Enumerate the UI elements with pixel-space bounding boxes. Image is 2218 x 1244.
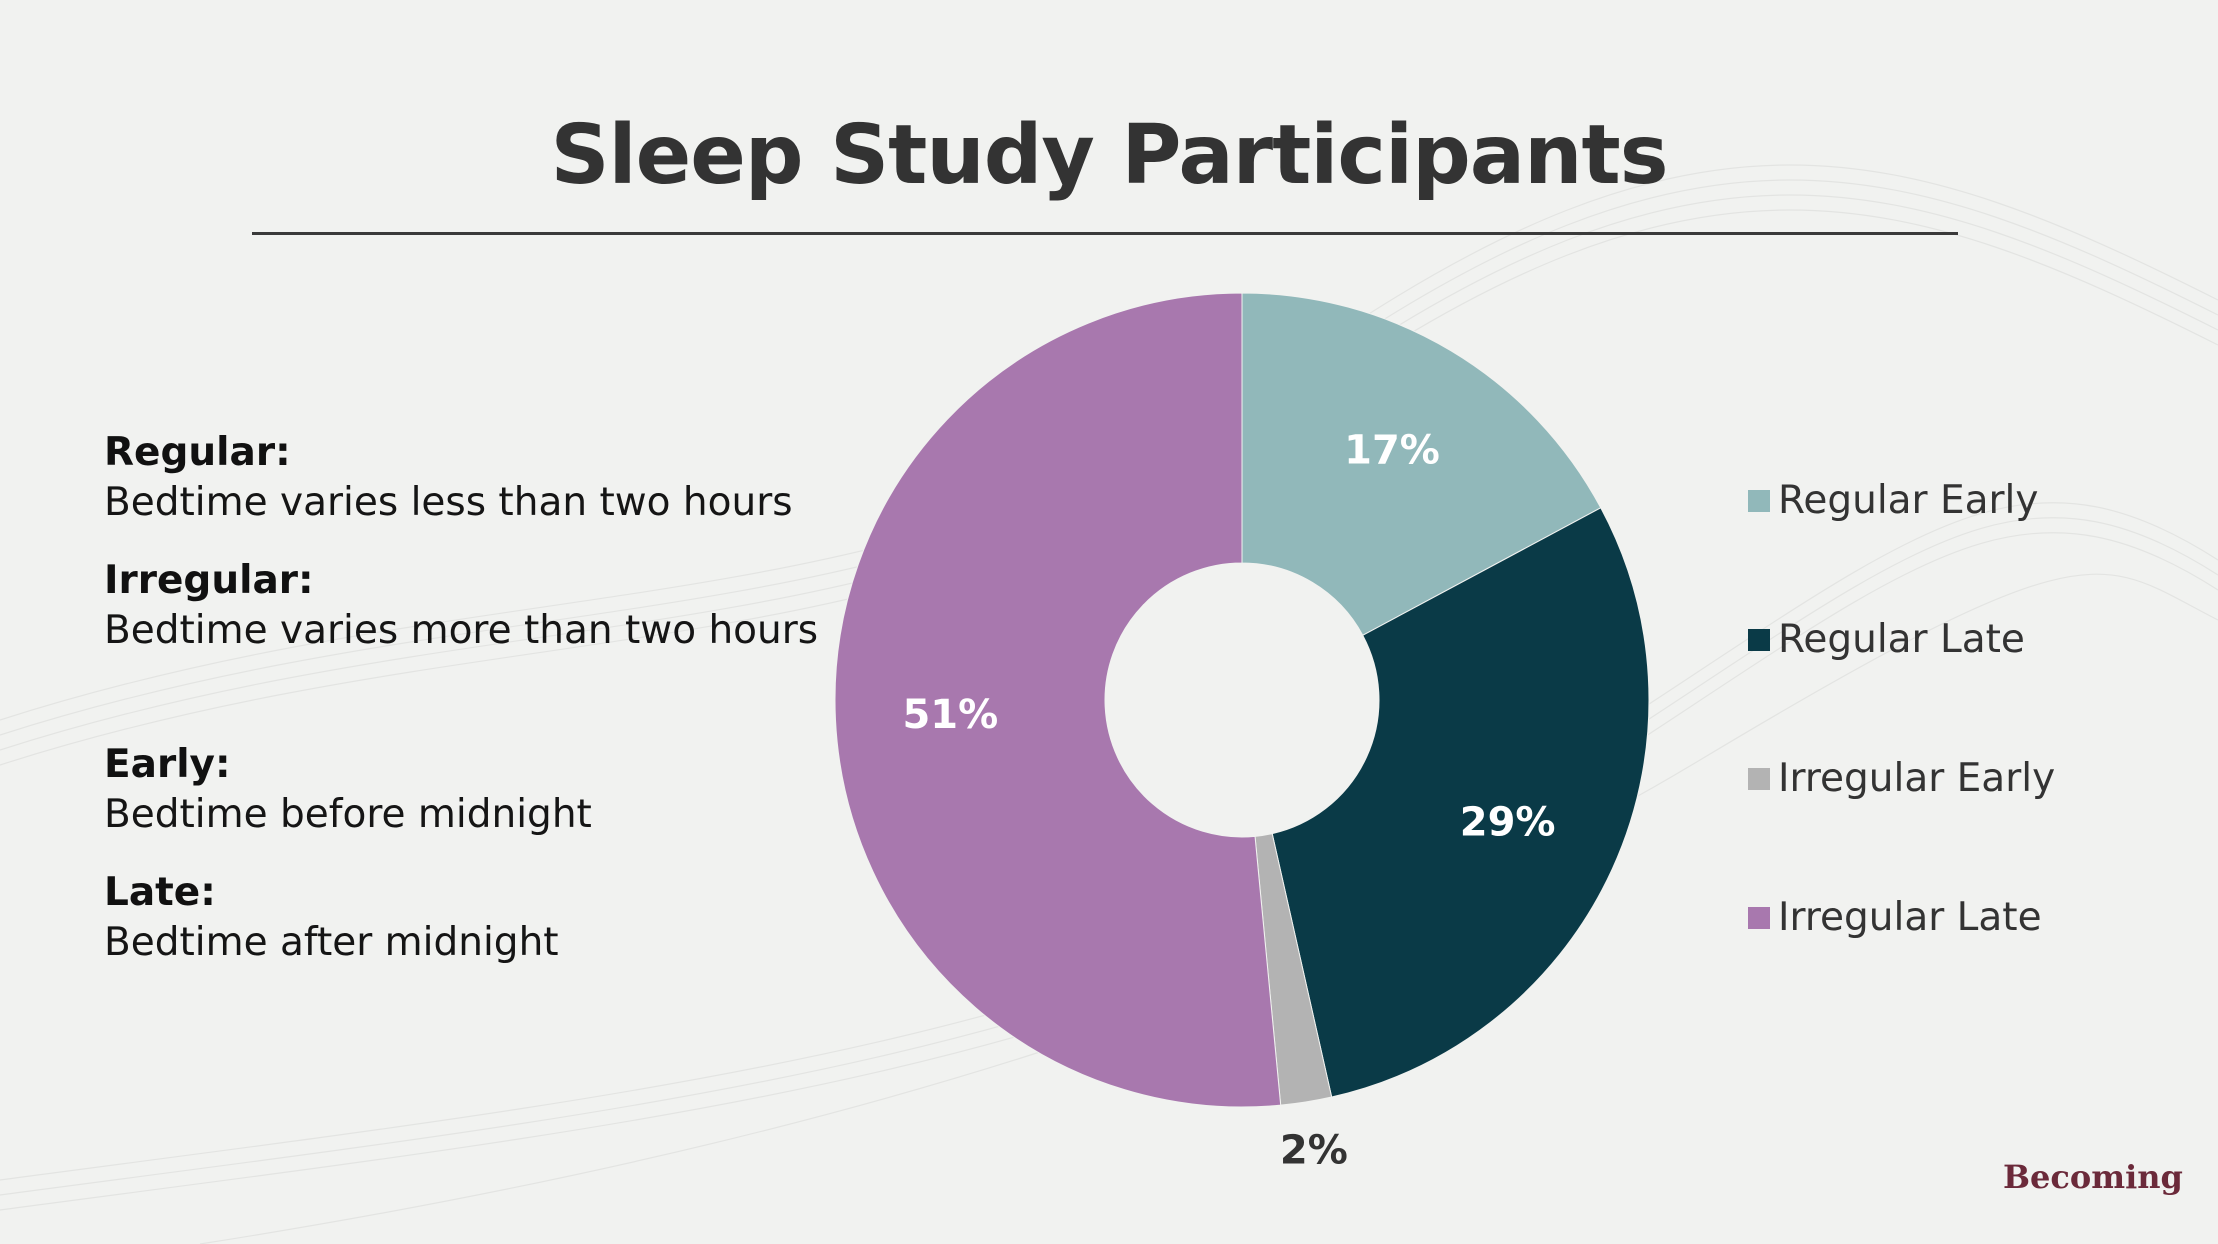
legend-label-regular-early: Regular Early <box>1778 478 2039 523</box>
legend-item-irregular-late: Irregular Late <box>1748 895 2042 940</box>
brand-logo: Becoming <box>2003 1158 2183 1196</box>
definition-term-early: Early: <box>104 742 231 787</box>
legend-label-regular-late: Regular Late <box>1778 617 2025 662</box>
definition-term-regular: Regular: <box>104 430 291 475</box>
legend-swatch-irregular-early <box>1748 767 1770 790</box>
legend-item-regular-early: Regular Early <box>1748 478 2038 523</box>
definition-text-early: Bedtime before midnight <box>104 792 592 837</box>
slice-irregular-late <box>834 292 1282 1108</box>
definition-text-late: Bedtime after midnight <box>104 920 559 965</box>
data-label-regular-early: 17% <box>1344 427 1440 473</box>
definition-text-regular: Bedtime varies less than two hours <box>104 480 793 525</box>
title-divider <box>252 232 1958 235</box>
page-title: Sleep Study Participants <box>550 108 1668 203</box>
legend-item-irregular-early: Irregular Early <box>1748 756 2055 801</box>
definition-term-irregular: Irregular: <box>104 558 314 603</box>
definition-term-late: Late: <box>104 870 216 915</box>
legend-label-irregular-early: Irregular Early <box>1778 756 2056 801</box>
legend-swatch-irregular-late <box>1748 906 1770 929</box>
slice-regular-early <box>1241 292 1602 636</box>
legend-swatch-regular-late <box>1748 628 1770 651</box>
definition-text-irregular: Bedtime varies more than two hours <box>104 608 819 653</box>
data-label-irregular-early: 2% <box>1280 1127 1348 1173</box>
legend-swatch-regular-early <box>1748 489 1770 512</box>
slice-regular-late <box>1271 507 1650 1098</box>
data-label-irregular-late: 51% <box>902 692 998 738</box>
legend-label-irregular-late: Irregular Late <box>1778 895 2042 940</box>
data-label-regular-late: 29% <box>1460 799 1556 845</box>
legend-item-regular-late: Regular Late <box>1748 617 2025 662</box>
